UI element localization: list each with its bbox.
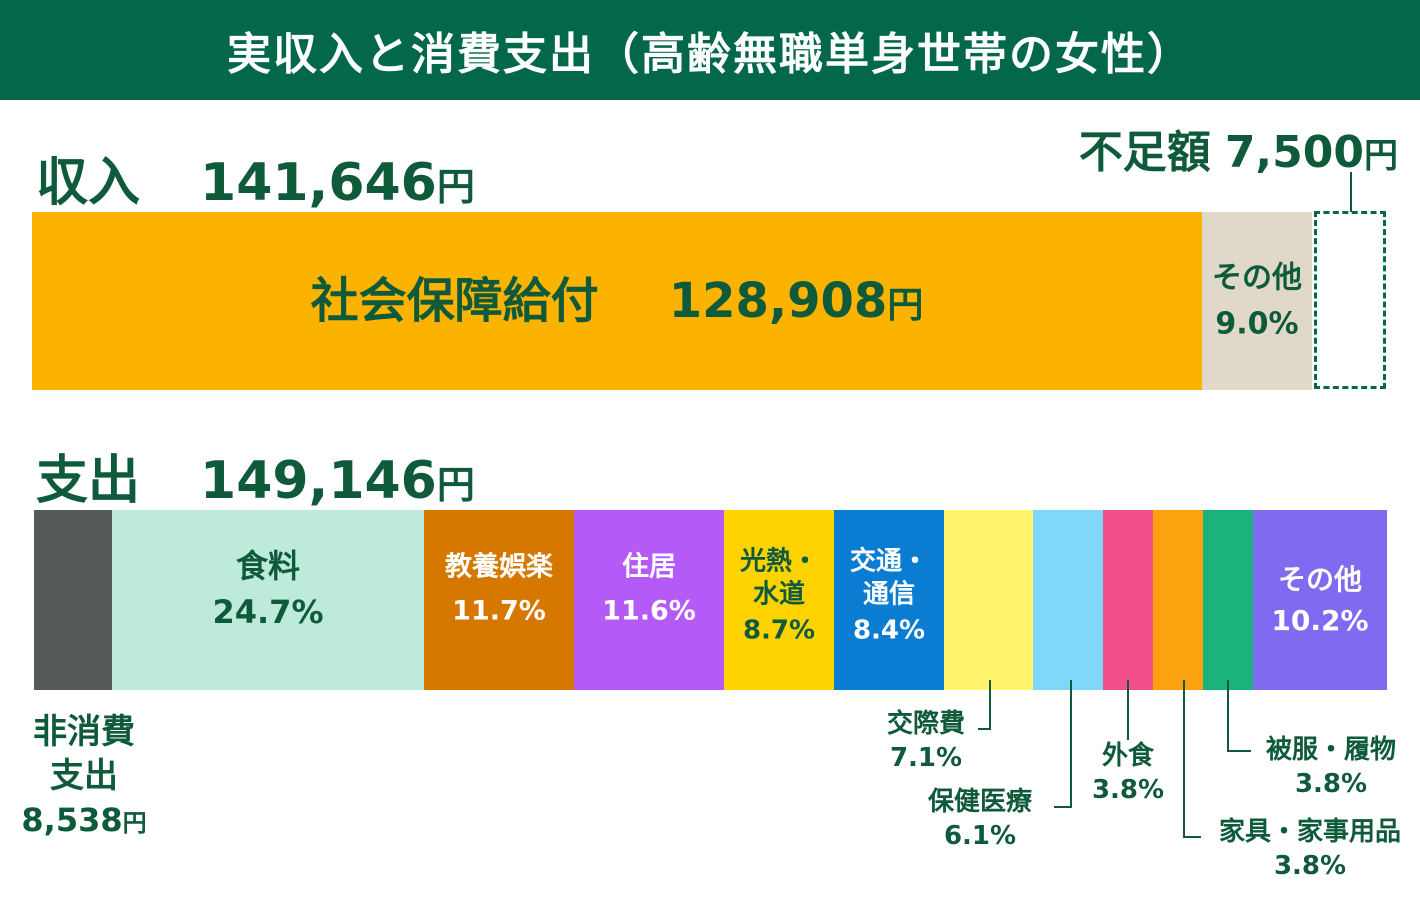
- bar-segment-medical: [1033, 510, 1103, 690]
- housing-pct: 11.6%: [602, 595, 696, 627]
- bar-segment-transport: 交通・ 通信 8.4%: [834, 510, 944, 690]
- expense-heading: 支出 149,146円: [36, 438, 475, 513]
- bar-segment-housing: 住居 11.6%: [574, 510, 724, 690]
- food-pct: 24.7%: [212, 593, 324, 632]
- food-label: 食料: [235, 547, 300, 586]
- expense-label: 支出: [36, 451, 141, 511]
- income-label: 収入: [36, 153, 141, 213]
- social-pct: 7.1%: [889, 742, 963, 773]
- eating-out-label: 外食 3.8%: [1088, 740, 1168, 808]
- furniture-leader-h: [1183, 836, 1201, 838]
- bar-segment-recreation: 教養娯楽 11.7%: [424, 510, 574, 690]
- income-unit: 円: [436, 165, 475, 209]
- medical-leader-h: [1054, 806, 1072, 808]
- bar-segment-expense-other: その他 10.2%: [1253, 510, 1387, 690]
- bar-segment-social: [944, 510, 1033, 690]
- social-label-text: 交際費: [886, 709, 965, 739]
- transport-line2: 通信: [862, 579, 915, 610]
- bar-segment-non-consumption: [34, 510, 112, 690]
- non-consumption-line1: 非消費: [33, 712, 135, 752]
- social-security-value: 128,908: [668, 273, 888, 329]
- expense-value: 149,146: [200, 451, 437, 511]
- medical-leader-v: [1070, 680, 1072, 808]
- income-other-label: その他: [1212, 260, 1302, 296]
- clothing-pct: 3.8%: [1294, 768, 1368, 799]
- expense-other-label: その他: [1277, 563, 1362, 596]
- clothing-leader-v: [1227, 680, 1229, 752]
- clothing-leader-h: [1227, 750, 1251, 752]
- transport-line1: 交通・: [849, 546, 928, 577]
- deficit-unit: 円: [1364, 136, 1398, 176]
- bar-segment-utilities: 光熱・ 水道 8.7%: [724, 510, 834, 690]
- non-consumption-value: 8,538: [21, 801, 123, 840]
- deficit-box: [1314, 211, 1386, 389]
- social-leader-h: [978, 728, 991, 730]
- bar-segment-social-security: 社会保障給付 128,908円: [32, 212, 1202, 390]
- bar-segment-eating-out: [1103, 510, 1153, 690]
- non-consumption-line2: 支出: [50, 756, 118, 797]
- medical-pct: 6.1%: [943, 820, 1017, 851]
- bar-segment-food: 食料 24.7%: [112, 510, 424, 690]
- bar-segment-clothing: [1203, 510, 1253, 690]
- non-consumption-unit: 円: [122, 809, 147, 838]
- eating-out-pct: 3.8%: [1091, 774, 1165, 805]
- deficit-label: 不足額: [1078, 127, 1211, 178]
- furniture-pct: 3.8%: [1273, 850, 1347, 881]
- social-label: 交際費 7.1%: [866, 708, 986, 776]
- recreation-label: 教養娯楽: [445, 551, 553, 583]
- furniture-label-text: 家具・家事用品: [1218, 817, 1401, 847]
- deficit-leader-line: [1350, 172, 1352, 212]
- eating-out-leader: [1127, 680, 1129, 740]
- recreation-pct: 11.7%: [452, 595, 546, 627]
- housing-label: 住居: [622, 551, 676, 583]
- clothing-label-text: 被服・履物: [1265, 735, 1396, 765]
- deficit-value: 7,500: [1224, 127, 1364, 178]
- bar-segment-income-other: その他 9.0%: [1202, 212, 1312, 390]
- non-consumption-label: 非消費 支出 8,538円: [4, 710, 164, 843]
- transport-pct: 8.4%: [852, 615, 926, 646]
- social-security-unit: 円: [887, 285, 924, 326]
- expense-other-pct: 10.2%: [1271, 604, 1369, 637]
- eating-out-label-text: 外食: [1101, 741, 1154, 771]
- bar-segment-furniture: [1153, 510, 1203, 690]
- income-value: 141,646: [200, 153, 437, 213]
- utilities-line1: 光熱・: [739, 546, 818, 577]
- furniture-leader-v: [1183, 680, 1185, 838]
- medical-label-text: 保健医療: [927, 787, 1032, 817]
- utilities-line2: 水道: [752, 579, 805, 610]
- social-leader-v: [989, 680, 991, 730]
- chart-title: 実収入と消費支出（高齢無職単身世帯の女性）: [0, 0, 1420, 100]
- social-security-label: 社会保障給付: [310, 273, 599, 329]
- deficit-heading: 不足額 7,500円: [1079, 116, 1398, 180]
- income-heading: 収入 141,646円: [36, 140, 475, 215]
- furniture-label: 家具・家事用品 3.8%: [1204, 816, 1416, 884]
- medical-label: 保健医療 6.1%: [910, 786, 1050, 854]
- expense-unit: 円: [436, 463, 475, 507]
- utilities-pct: 8.7%: [742, 615, 816, 646]
- income-other-pct: 9.0%: [1215, 306, 1299, 341]
- clothing-label: 被服・履物 3.8%: [1254, 734, 1408, 802]
